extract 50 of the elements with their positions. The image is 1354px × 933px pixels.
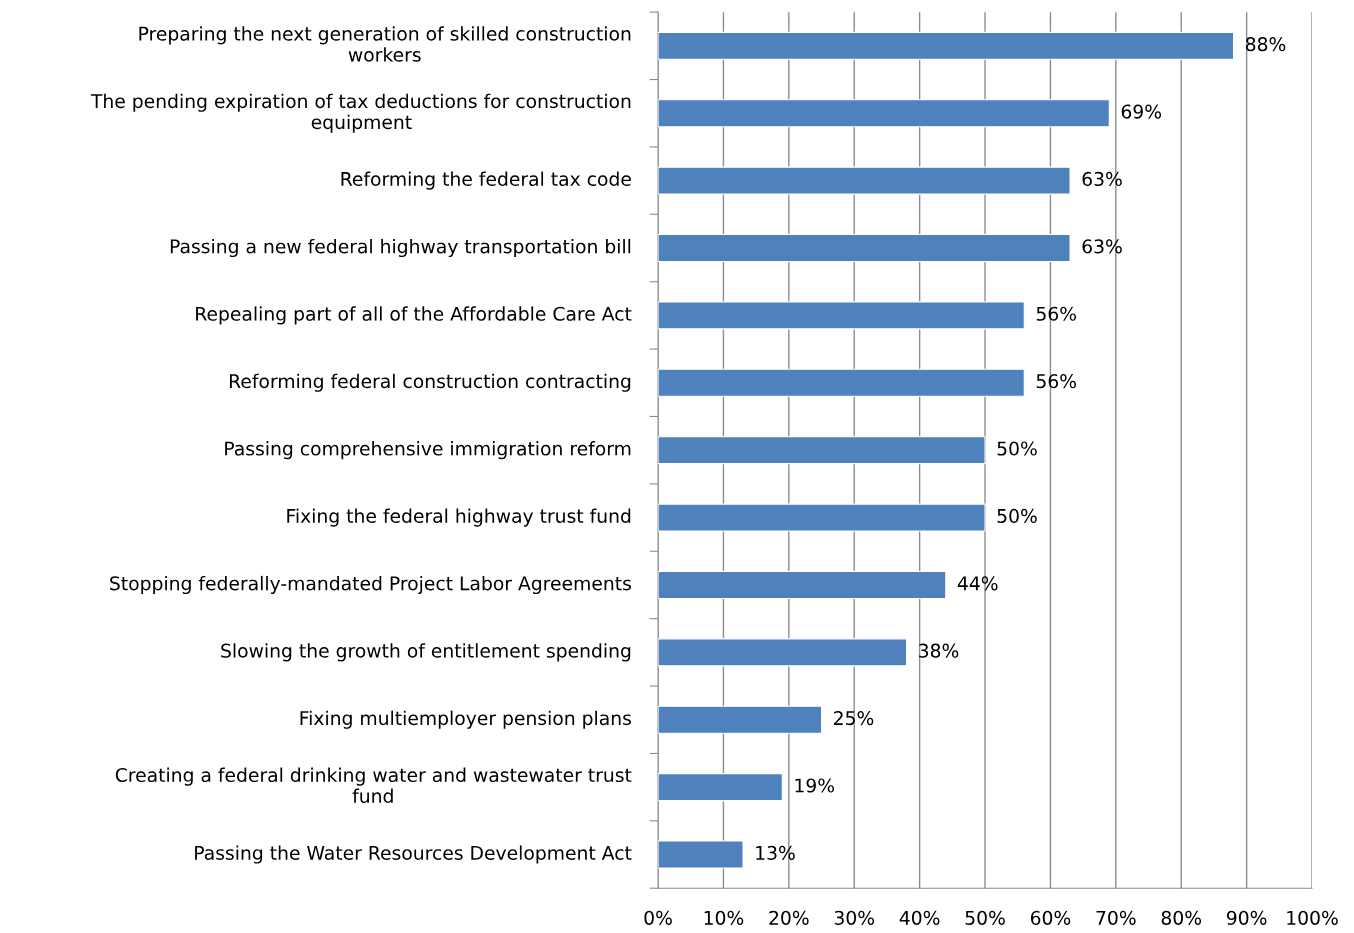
- bar: [658, 773, 783, 802]
- bar: [658, 436, 986, 465]
- y-tick-label: Slowing the growth of entitlement spending: [221, 643, 631, 662]
- bar: [658, 705, 823, 734]
- data-label: 50%: [997, 441, 1037, 456]
- y-tick-label: Passing comprehensive immigration reform: [225, 441, 631, 460]
- data-label: 56%: [1036, 306, 1077, 321]
- data-label: 13%: [756, 845, 795, 860]
- data-label: 19%: [795, 778, 835, 793]
- y-tick-label: Fixing the federal highway trust fund: [287, 508, 631, 527]
- y-tick-label: Reforming federal construction contracting: [229, 373, 631, 392]
- y-tick-label: Repealing part of all of the Affordable Care Act: [196, 306, 632, 325]
- x-tick-label: 90%: [1226, 910, 1267, 925]
- data-label: 25%: [834, 711, 874, 726]
- bar: [658, 233, 1071, 263]
- x-tick-label: 20%: [769, 910, 809, 925]
- x-tick-label: 40%: [899, 910, 940, 925]
- y-tick-label: Preparing the next generation of skilled construction workers: [139, 26, 631, 62]
- bar: [658, 301, 1025, 330]
- y-tick-label: The pending expiration of tax deductions for construction equipment: [90, 93, 631, 133]
- data-label: 88%: [1245, 37, 1286, 52]
- y-tick-label: Creating a federal drinking water and wastewater trust fund: [115, 767, 632, 804]
- bar: [658, 503, 986, 532]
- data-label: 44%: [957, 576, 998, 591]
- data-label: 38%: [919, 643, 959, 658]
- data-label: 69%: [1121, 104, 1162, 119]
- bar: [658, 570, 947, 599]
- x-tick-label: 80%: [1161, 910, 1202, 925]
- y-tick-label: Passing a new federal highway transportation bill: [170, 238, 631, 258]
- x-tick-label: 10%: [704, 910, 744, 925]
- bar: [658, 31, 1235, 60]
- y-tick-label: Stopping federally-mandated Project Labor Agreements: [110, 575, 631, 595]
- data-label: 63%: [1082, 239, 1122, 254]
- bar: [658, 99, 1110, 128]
- x-tick-label: 100%: [1287, 910, 1338, 925]
- x-tick-label: 30%: [834, 910, 875, 925]
- data-label: 50%: [997, 508, 1037, 523]
- bar: [658, 840, 744, 869]
- bar: [658, 638, 908, 667]
- data-label: 56%: [1036, 374, 1077, 389]
- y-tick-label: Reforming the federal tax code: [341, 171, 631, 190]
- y-tick-label: Passing the Water Resources Development Act: [195, 845, 632, 864]
- y-tick-label: Fixing multiemployer pension plans: [300, 710, 631, 729]
- x-tick-label: 60%: [1030, 910, 1071, 925]
- x-tick-label: 50%: [965, 910, 1005, 925]
- x-tick-label: 0%: [644, 910, 672, 925]
- bar: [658, 166, 1071, 195]
- data-label: 63%: [1082, 171, 1122, 187]
- x-tick-label: 70%: [1096, 910, 1136, 925]
- bar: [658, 368, 1025, 397]
